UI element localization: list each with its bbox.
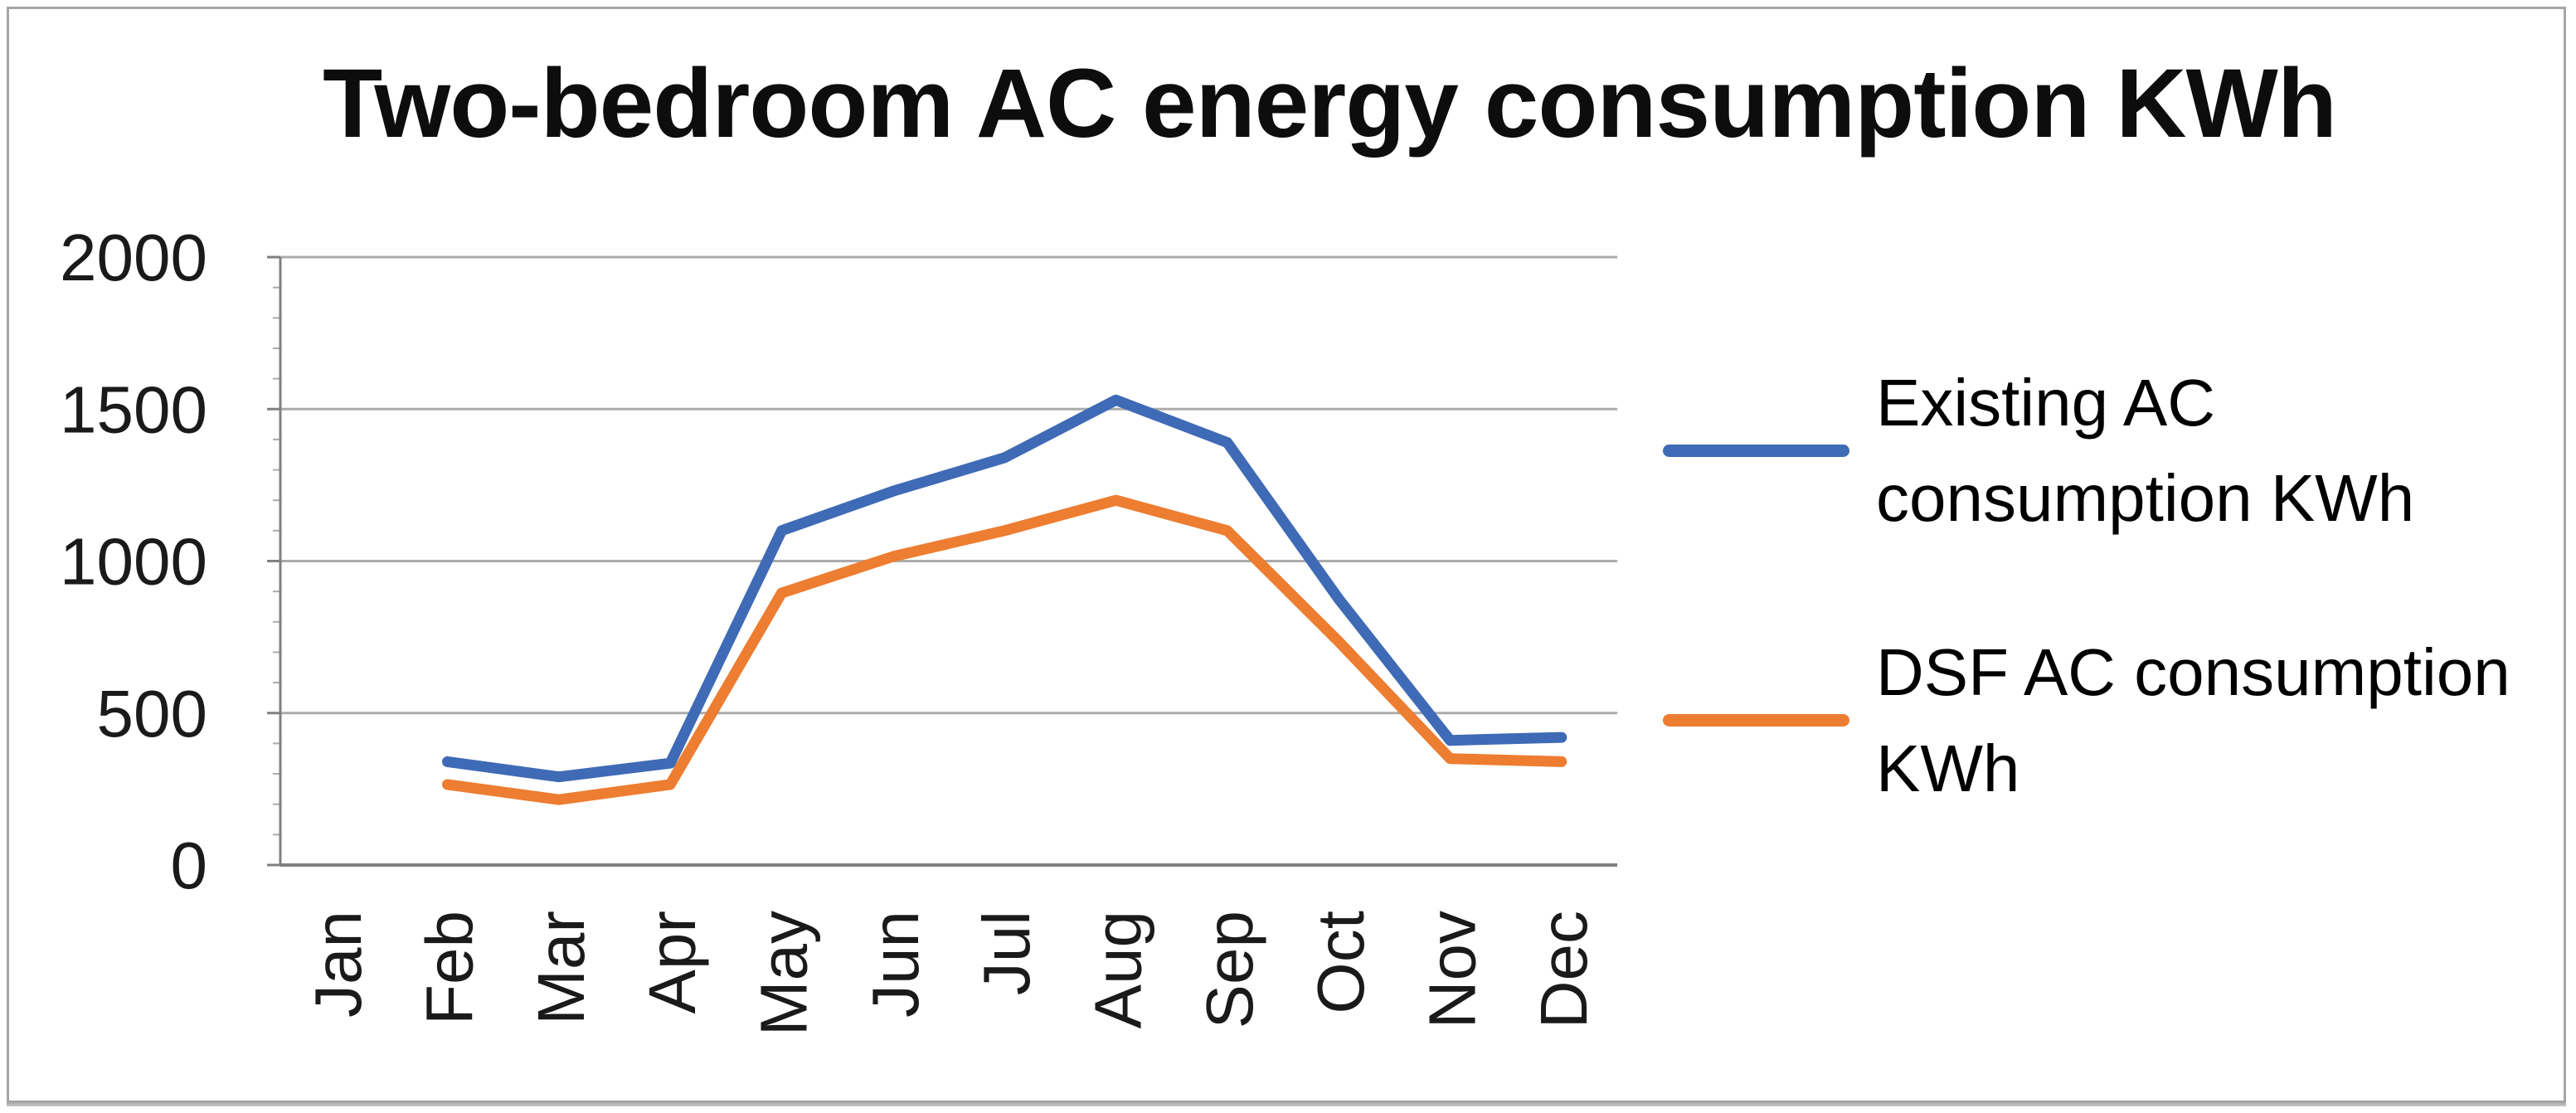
x-axis-tick-label-dec: Dec: [1527, 911, 1601, 1028]
legend-entry-dsf-ac: DSF AC consumption KWh: [1663, 625, 2567, 815]
y-axis-tick-label: 500: [97, 677, 207, 751]
legend-label: Existing AC consumption KWh: [1876, 355, 2414, 546]
x-axis-tick-label-feb: Feb: [413, 911, 487, 1025]
x-axis-tick-label-jul: Jul: [970, 911, 1043, 995]
x-axis-tick-label-oct: Oct: [1304, 911, 1378, 1013]
x-axis-tick-label-apr: Apr: [635, 911, 709, 1014]
legend-line-marker-blue: [1663, 444, 1849, 457]
legend-label-line: KWh: [1876, 731, 2020, 805]
x-axis-tick-label-jun: Jun: [858, 911, 932, 1018]
legend-label-line: consumption KWh: [1876, 461, 2415, 536]
series-line-dsf-ac: [442, 494, 1567, 805]
y-axis-tick-label: 1500: [60, 372, 207, 446]
y-axis-tick-label: 1000: [60, 525, 207, 599]
series-line-existing-ac: [442, 394, 1567, 783]
legend-label: DSF AC consumption KWh: [1876, 625, 2510, 815]
x-axis-tick-label-jan: Jan: [301, 911, 375, 1018]
legend-label-line: Existing AC: [1876, 366, 2216, 440]
x-axis-tick-label-sep: Sep: [1193, 911, 1266, 1028]
x-axis-tick-label-mar: Mar: [524, 911, 598, 1025]
legend-entry-existing-ac: Existing AC consumption KWh: [1663, 355, 2567, 546]
chart-title: Two-bedroom AC energy consumption KWh: [323, 49, 2337, 158]
chart-frame-border-bottom: [7, 1101, 2566, 1106]
x-axis-tick-label-may: May: [747, 911, 821, 1036]
x-axis-tick-label-aug: Aug: [1081, 911, 1155, 1028]
legend-label-line: DSF AC consumption: [1876, 635, 2510, 710]
y-axis-tick-label: 2000: [60, 221, 207, 294]
chart-legend: Existing AC consumption KWh DSF AC consump…: [1663, 355, 2567, 816]
x-axis-tick-label-nov: Nov: [1416, 911, 1490, 1028]
legend-line-marker-orange: [1663, 714, 1849, 727]
y-axis-tick-label: 0: [171, 829, 208, 902]
